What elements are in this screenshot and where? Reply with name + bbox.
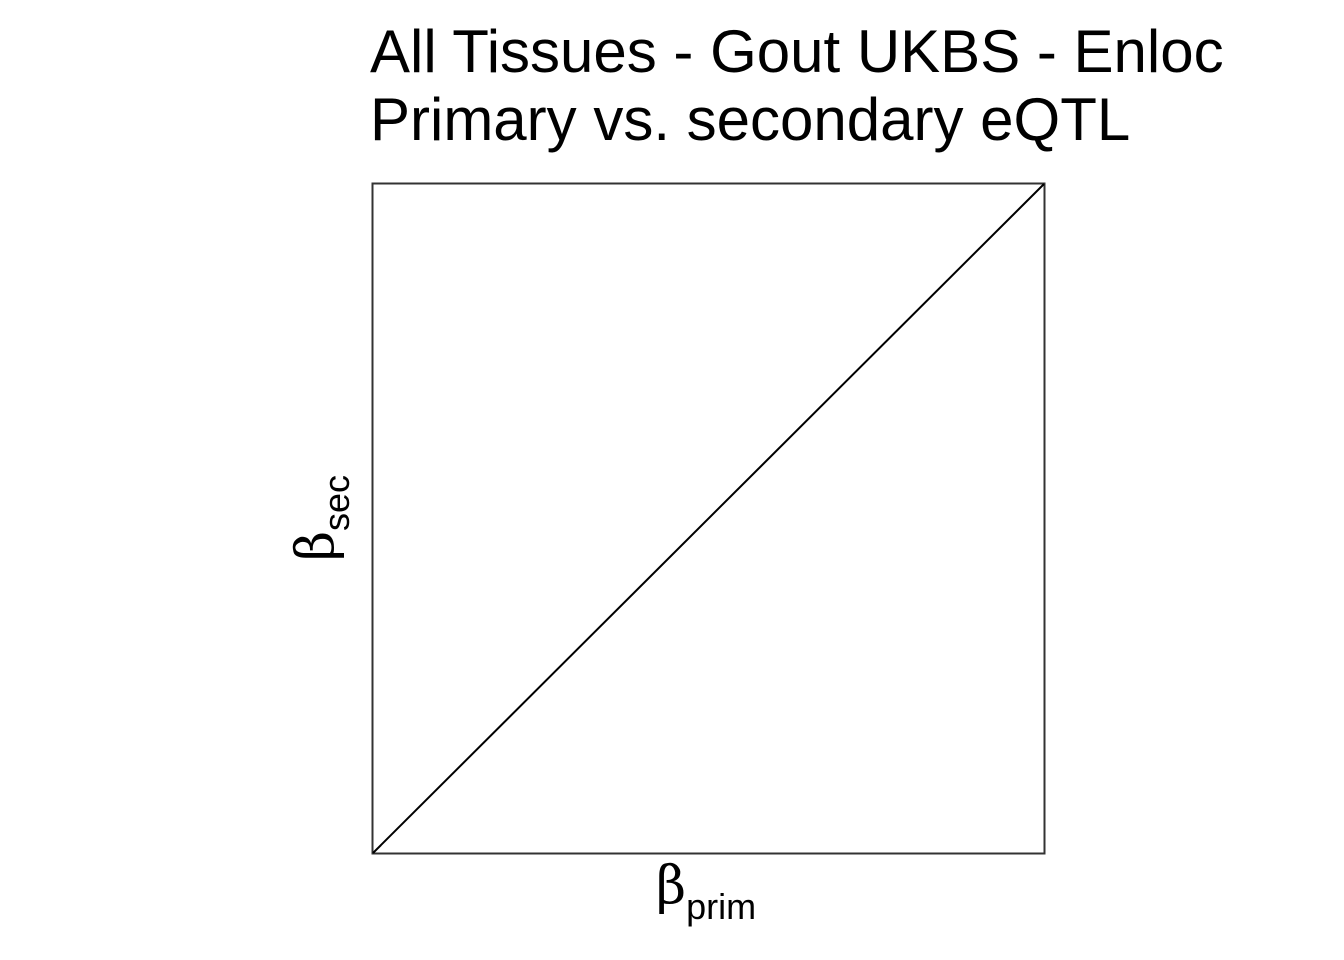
plot-panel-border: [371, 182, 1046, 855]
chart-title: All Tissues - Gout UKBS - Enloc: [370, 18, 1224, 85]
x-axis-label: βprim: [656, 856, 756, 928]
y-axis-label: βsec: [286, 475, 358, 561]
x-axis-label-subscript: prim: [686, 886, 757, 927]
chart-title-block: All Tissues - Gout UKBS - Enloc Primary …: [370, 18, 1224, 154]
chart-subtitle: Primary vs. secondary eQTL: [370, 86, 1131, 153]
y-axis-label-symbol: β: [286, 530, 346, 562]
y-axis-label-subscript: sec: [316, 474, 357, 531]
x-axis-label-symbol: β: [656, 856, 687, 916]
identity-line: [372, 183, 1045, 854]
